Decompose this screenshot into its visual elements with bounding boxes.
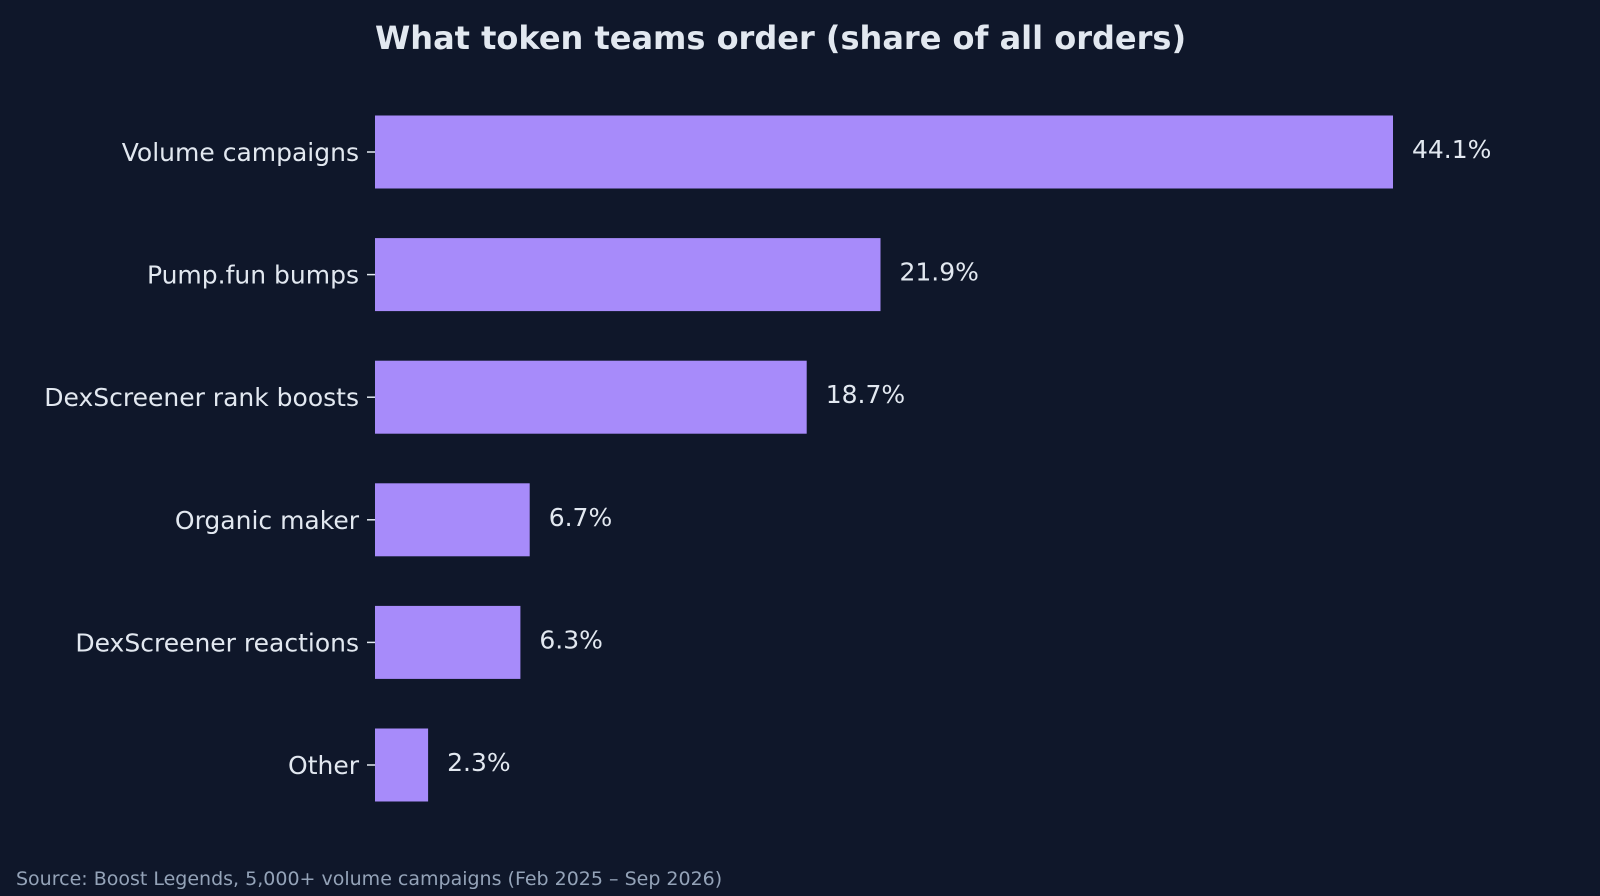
data-label-1: 21.9% [900,258,979,287]
bar-1 [375,238,881,312]
bar-2 [375,360,807,434]
data-label-5: 2.3% [447,748,511,777]
chart-title: What token teams order (share of all ord… [375,19,1186,57]
data-label-2: 18.7% [826,380,905,409]
data-label-4: 6.3% [539,625,603,654]
data-label-3: 6.7% [549,503,613,532]
y-tick-label-4: DexScreener reactions [75,628,359,657]
bar-3 [375,483,530,557]
y-tick-label-5: Other [288,751,360,780]
y-tick-label-1: Pump.fun bumps [147,261,359,290]
y-tick-label-2: DexScreener rank boosts [44,383,359,412]
y-tick-label-0: Volume campaigns [122,138,359,167]
bar-5 [375,728,429,802]
source-note: Source: Boost Legends, 5,000+ volume cam… [16,868,723,890]
data-label-0: 44.1% [1412,135,1491,164]
y-tick-label-3: Organic maker [175,506,360,535]
bars-group: Volume campaigns 44.1% Pump.fun bumps 21.9%… [44,115,1491,802]
bar-4 [375,605,521,679]
bar-0 [375,115,1393,189]
